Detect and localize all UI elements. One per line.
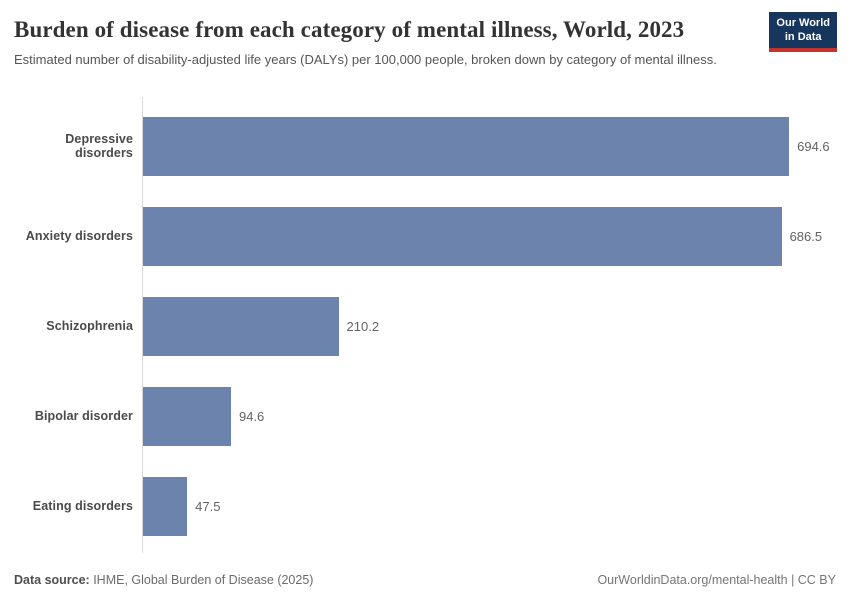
owid-logo-line1: Our World [776, 17, 830, 29]
bar-row: Bipolar disorder 94.6 [14, 371, 836, 461]
bar-area: 686.5 [143, 191, 836, 281]
bar[interactable] [143, 386, 231, 446]
bar-row: Anxiety disorders 686.5 [14, 191, 836, 281]
owid-credit-link[interactable]: OurWorldinData.org/mental-health | CC BY [597, 573, 836, 587]
y-axis-line [142, 97, 143, 553]
bar[interactable] [143, 476, 188, 536]
bar-row: Schizophrenia 210.2 [14, 281, 836, 371]
category-label: Anxiety disorders [25, 229, 133, 243]
bar[interactable] [143, 206, 782, 266]
chart-title: Burden of disease from each category of … [14, 17, 685, 42]
bar-area: 694.6 [143, 101, 836, 191]
data-source-label: Data source: [14, 573, 90, 587]
value-label: 94.6 [238, 408, 265, 424]
chart-header: Burden of disease from each category of … [14, 16, 836, 69]
owid-logo[interactable]: Our World in Data [769, 12, 837, 52]
bar-row: Eating disorders 47.5 [14, 461, 836, 551]
chart-rows: Depressive disorders 694.6 Anxiety disorde… [14, 101, 836, 551]
bar[interactable] [143, 296, 339, 356]
data-source-text: IHME, Global Burden of Disease (2025) [89, 573, 314, 587]
chart-subtitle: Estimated number of disability-adjusted … [14, 52, 717, 67]
category-label: Depressive disorders [65, 132, 133, 160]
bar-area: 47.5 [143, 461, 836, 551]
bar-row: Depressive disorders 694.6 [14, 101, 836, 191]
bar-area: 210.2 [143, 281, 836, 371]
value-label: 47.5 [195, 498, 221, 514]
category-label: Eating disorders [32, 499, 133, 513]
data-source-note: Data source: IHME, Global Burden of Dise… [14, 573, 313, 587]
bar-area: 94.6 [143, 371, 836, 461]
value-label: 210.2 [346, 318, 380, 334]
owid-logo-line2: in Data [784, 30, 822, 43]
category-label: Bipolar disorder [34, 409, 133, 423]
value-label: 686.5 [789, 228, 823, 244]
value-label: 694.6 [797, 138, 830, 154]
chart-footer: Data source: IHME, Global Burden of Dise… [14, 573, 836, 587]
category-label: Schizophrenia [46, 319, 133, 333]
bar[interactable] [143, 116, 790, 176]
bar-chart: Depressive disorders 694.6 Anxiety disorde… [14, 97, 836, 553]
